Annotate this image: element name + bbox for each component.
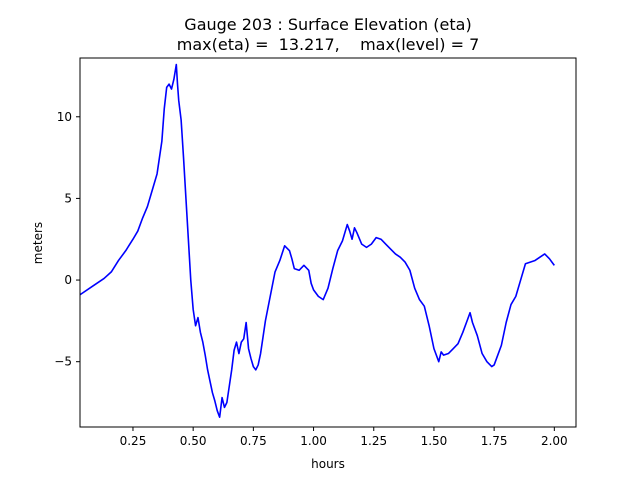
y-tick-label: −5	[54, 355, 72, 369]
series-line-eta	[79, 63, 555, 418]
plot-frame	[79, 57, 577, 428]
series-layer	[79, 63, 555, 418]
y-tick-label: 5	[64, 191, 72, 205]
x-axis-ticks: 0.25 0.50 0.75 1.00 1.25 1.50 1.75 2.00	[120, 427, 568, 448]
y-axis-ticks: −5 0 5 10	[54, 110, 80, 369]
x-tick-label: 0.50	[180, 434, 207, 448]
x-tick-label: 0.25	[120, 434, 147, 448]
chart-title-line-2: max(eta) = 13.217, max(level) = 7	[177, 35, 480, 54]
y-axis-label: meters	[31, 222, 45, 264]
chart-title-line-1: Gauge 203 : Surface Elevation (eta)	[184, 15, 471, 34]
plot-background	[80, 58, 576, 427]
x-tick-label: 1.25	[360, 434, 387, 448]
x-tick-label: 0.75	[240, 434, 267, 448]
plot-area	[79, 57, 577, 428]
x-tick-label: 2.00	[541, 434, 568, 448]
y-tick-label: 0	[64, 273, 72, 287]
x-tick-label: 1.00	[300, 434, 327, 448]
x-axis-label: hours	[311, 457, 345, 471]
x-tick-label: 1.50	[421, 434, 448, 448]
x-tick-label: 1.75	[481, 434, 508, 448]
y-tick-label: 10	[57, 110, 72, 124]
